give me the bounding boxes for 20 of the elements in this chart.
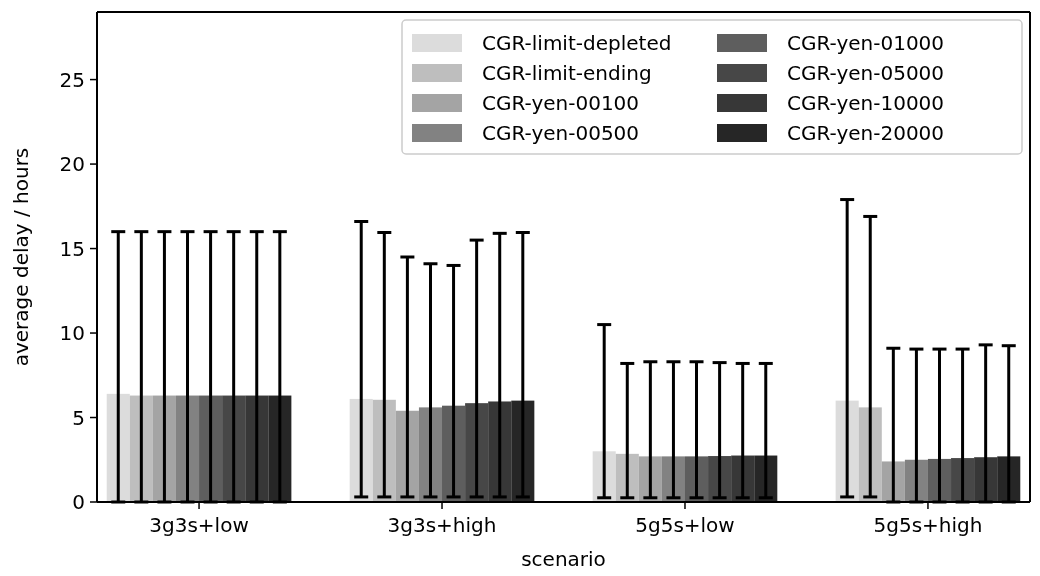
x-axis-title: scenario: [521, 547, 606, 571]
y-tick-label: 10: [59, 321, 85, 346]
y-tick-label: 15: [59, 236, 85, 261]
y-tick-label: 5: [72, 405, 85, 430]
x-tick-label: 5g5s+low: [635, 513, 735, 537]
legend-label: CGR-yen-05000: [787, 61, 945, 85]
y-axis-title: average delay / hours: [9, 147, 33, 367]
x-tick-label: 5g5s+high: [873, 513, 983, 537]
legend-label: CGR-yen-01000: [787, 31, 945, 55]
legend-label: CGR-yen-00100: [482, 91, 640, 115]
y-tick-label: 0: [72, 490, 85, 514]
y-tick-label: 20: [59, 152, 85, 177]
legend-label: CGR-yen-10000: [787, 91, 945, 115]
legend-label: CGR-yen-00500: [482, 121, 640, 145]
legend-label: CGR-limit-depleted: [482, 31, 672, 55]
x-tick-label: 3g3s+low: [149, 513, 249, 537]
y-tick-label: 25: [59, 67, 85, 92]
x-tick-label: 3g3s+high: [387, 513, 497, 537]
legend-label: CGR-limit-ending: [482, 61, 652, 85]
legend-label: CGR-yen-20000: [787, 121, 945, 145]
